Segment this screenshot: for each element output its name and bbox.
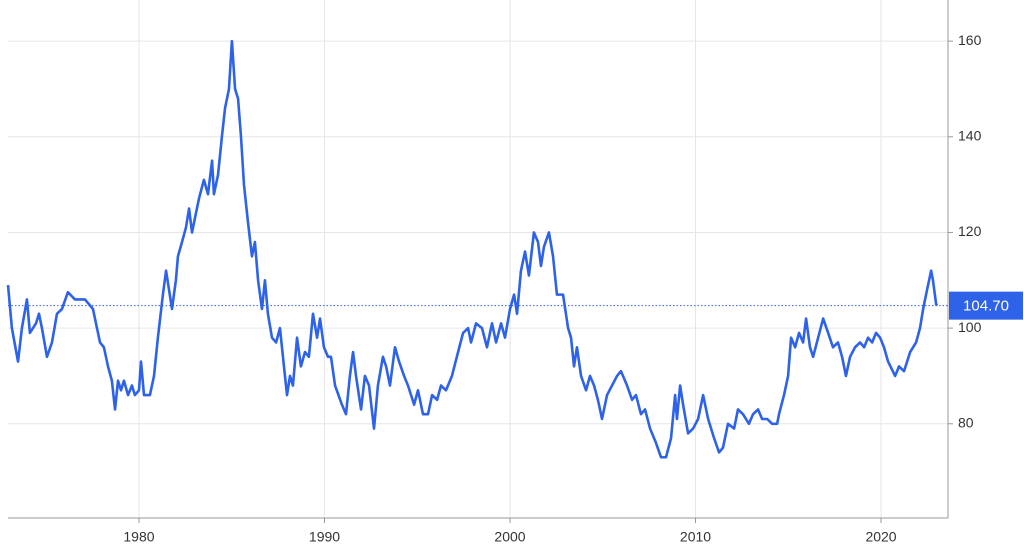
y-tick-label: 140	[958, 127, 982, 143]
x-tick-label: 1980	[123, 529, 154, 545]
x-tick-label: 2000	[494, 529, 525, 545]
x-tick-label: 1990	[309, 529, 340, 545]
y-tick-label: 100	[958, 319, 982, 335]
reference-label-box	[949, 291, 1023, 320]
x-tick-label: 2020	[865, 529, 896, 545]
y-tick-label: 80	[958, 414, 974, 430]
data-line	[6, 39, 939, 459]
x-tick-label: 2010	[680, 529, 711, 545]
y-tick-label: 120	[958, 223, 982, 239]
y-tick-label: 160	[958, 32, 982, 48]
reference-label: 104.70	[963, 298, 1009, 315]
